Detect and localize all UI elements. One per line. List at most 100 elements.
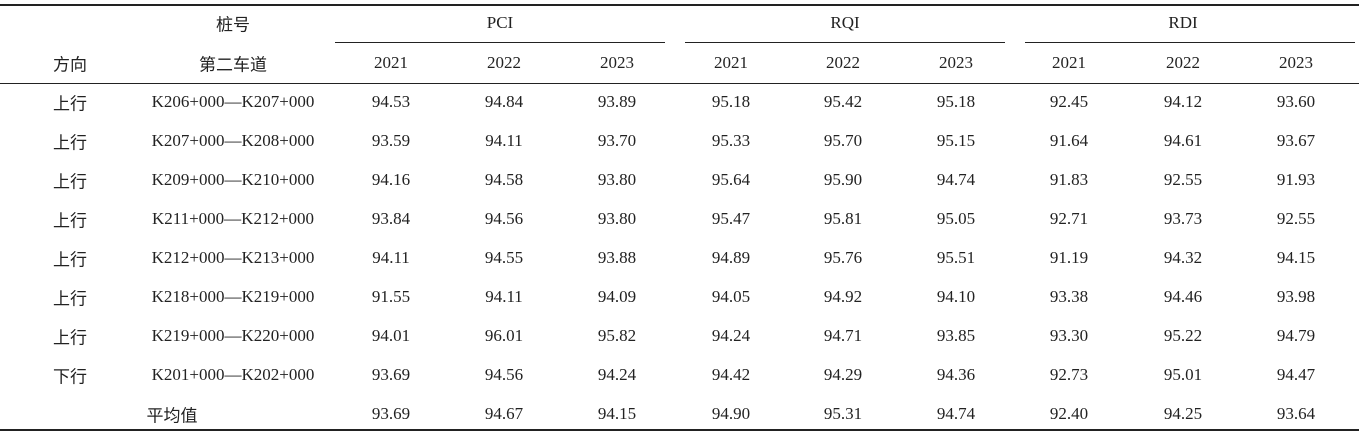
value: 91.83 bbox=[1049, 170, 1089, 189]
direction: 上行 bbox=[53, 289, 87, 309]
value: 93.88 bbox=[597, 248, 637, 267]
value: 94.42 bbox=[711, 365, 751, 384]
year: 2022 bbox=[1166, 53, 1200, 72]
value: 94.09 bbox=[597, 287, 637, 306]
header-stake: 桩号 bbox=[216, 15, 250, 35]
year: 2023 bbox=[600, 53, 634, 72]
value: 94.56 bbox=[484, 365, 524, 384]
average-value: 92.40 bbox=[1049, 404, 1089, 423]
value: 94.74 bbox=[936, 170, 976, 189]
header-lane: 第二车道 bbox=[199, 55, 267, 75]
value: 95.64 bbox=[711, 170, 751, 189]
value: 93.80 bbox=[597, 209, 637, 228]
value: 94.58 bbox=[484, 170, 524, 189]
value: 95.18 bbox=[936, 92, 976, 111]
direction: 上行 bbox=[53, 172, 87, 192]
value: 94.92 bbox=[823, 287, 863, 306]
value: 94.36 bbox=[936, 365, 976, 384]
direction: 上行 bbox=[53, 211, 87, 231]
direction: 上行 bbox=[53, 250, 87, 270]
value: 95.42 bbox=[823, 92, 863, 111]
year: 2021 bbox=[1052, 53, 1086, 72]
year: 2023 bbox=[1279, 53, 1313, 72]
value: 95.01 bbox=[1163, 365, 1203, 384]
value: 93.69 bbox=[371, 365, 411, 384]
direction: 上行 bbox=[53, 328, 87, 348]
value: 91.93 bbox=[1276, 170, 1316, 189]
value: 92.71 bbox=[1049, 209, 1089, 228]
value: 93.60 bbox=[1276, 92, 1316, 111]
bottom-rule bbox=[0, 429, 1359, 431]
header-rule bbox=[0, 83, 1359, 84]
value: 93.85 bbox=[936, 326, 976, 345]
stake: K207+000—K208+000 bbox=[151, 131, 315, 150]
value: 95.70 bbox=[823, 131, 863, 150]
value: 96.01 bbox=[484, 326, 524, 345]
direction: 上行 bbox=[53, 94, 87, 114]
year: 2023 bbox=[939, 53, 973, 72]
group-name: RDI bbox=[1168, 13, 1198, 32]
value: 93.30 bbox=[1049, 326, 1089, 345]
value: 92.73 bbox=[1049, 365, 1089, 384]
stake: K201+000—K202+000 bbox=[151, 365, 315, 384]
value: 94.29 bbox=[823, 365, 863, 384]
average-label: 平均值 bbox=[146, 406, 198, 426]
value: 93.80 bbox=[597, 170, 637, 189]
value: 94.11 bbox=[485, 287, 523, 306]
value: 94.11 bbox=[372, 248, 410, 267]
value: 95.76 bbox=[823, 248, 863, 267]
average-value: 94.25 bbox=[1163, 404, 1203, 423]
value: 93.84 bbox=[371, 209, 411, 228]
stake: K209+000—K210+000 bbox=[151, 170, 315, 189]
value: 94.55 bbox=[484, 248, 524, 267]
value: 94.56 bbox=[484, 209, 524, 228]
average-value: 94.67 bbox=[484, 404, 524, 423]
value: 93.67 bbox=[1276, 131, 1316, 150]
top-rule bbox=[0, 4, 1359, 6]
value: 95.05 bbox=[936, 209, 976, 228]
value: 95.51 bbox=[936, 248, 976, 267]
value: 94.05 bbox=[711, 287, 751, 306]
value: 95.47 bbox=[711, 209, 751, 228]
value: 92.55 bbox=[1163, 170, 1203, 189]
value: 94.89 bbox=[711, 248, 751, 267]
value: 95.90 bbox=[823, 170, 863, 189]
value: 93.70 bbox=[597, 131, 637, 150]
value: 94.46 bbox=[1163, 287, 1203, 306]
value: 94.24 bbox=[711, 326, 751, 345]
year: 2022 bbox=[487, 53, 521, 72]
value: 95.82 bbox=[597, 326, 637, 345]
stake: K211+000—K212+000 bbox=[151, 209, 315, 228]
value: 93.59 bbox=[371, 131, 411, 150]
value: 94.53 bbox=[371, 92, 411, 111]
value: 91.55 bbox=[371, 287, 411, 306]
average-value: 94.90 bbox=[711, 404, 751, 423]
average-value: 94.15 bbox=[597, 404, 637, 423]
value: 93.89 bbox=[597, 92, 637, 111]
year: 2021 bbox=[374, 53, 408, 72]
value: 94.12 bbox=[1163, 92, 1203, 111]
value: 94.24 bbox=[597, 365, 637, 384]
value: 95.18 bbox=[711, 92, 751, 111]
group-rule bbox=[335, 42, 665, 43]
value: 91.64 bbox=[1049, 131, 1089, 150]
value: 94.11 bbox=[485, 131, 523, 150]
average-value: 93.69 bbox=[371, 404, 411, 423]
value: 94.10 bbox=[936, 287, 976, 306]
stake: K219+000—K220+000 bbox=[151, 326, 315, 345]
value: 94.15 bbox=[1276, 248, 1316, 267]
value: 94.84 bbox=[484, 92, 524, 111]
direction: 上行 bbox=[53, 133, 87, 153]
value: 93.98 bbox=[1276, 287, 1316, 306]
group-name: RQI bbox=[830, 13, 860, 32]
year: 2021 bbox=[714, 53, 748, 72]
value: 95.33 bbox=[711, 131, 751, 150]
year: 2022 bbox=[826, 53, 860, 72]
average-value: 93.64 bbox=[1276, 404, 1316, 423]
average-value: 95.31 bbox=[823, 404, 863, 423]
value: 94.47 bbox=[1276, 365, 1316, 384]
value: 92.55 bbox=[1276, 209, 1316, 228]
value: 94.79 bbox=[1276, 326, 1316, 345]
value: 94.61 bbox=[1163, 131, 1203, 150]
value: 94.32 bbox=[1163, 248, 1203, 267]
